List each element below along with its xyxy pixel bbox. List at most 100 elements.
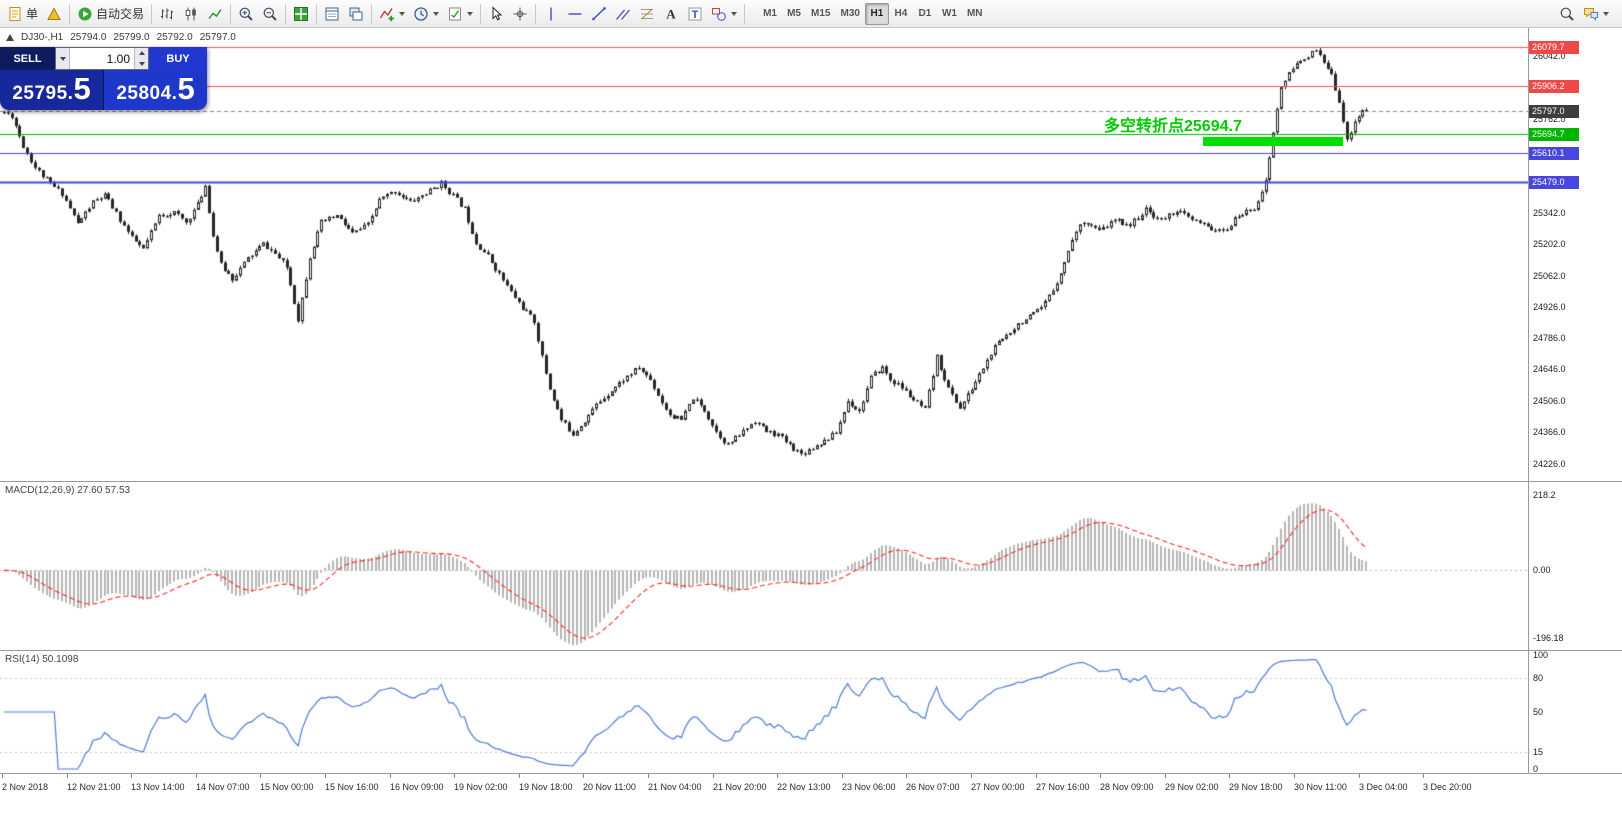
volume-dropdown-icon[interactable] bbox=[56, 48, 70, 69]
line-chart-icon bbox=[207, 6, 223, 22]
toolbar-separator bbox=[535, 3, 537, 24]
cascade-windows-icon bbox=[348, 6, 364, 22]
bar-chart-button[interactable] bbox=[155, 2, 179, 26]
main-toolbar: 单 自动交易 A T M1 M5 M15 M30 H1 H4 D1 W1 MN bbox=[0, 0, 1622, 28]
new-order-button[interactable]: 单 bbox=[3, 2, 42, 26]
volume-input[interactable] bbox=[70, 50, 134, 67]
time-label: 26 Nov 07:00 bbox=[906, 782, 960, 792]
indicators-button[interactable] bbox=[375, 2, 409, 26]
vertical-line-button[interactable] bbox=[539, 2, 563, 26]
volume-control bbox=[55, 47, 149, 70]
tile-windows-button[interactable] bbox=[289, 2, 313, 26]
toolbar-right bbox=[1555, 2, 1613, 26]
time-label: 13 Nov 14:00 bbox=[131, 782, 185, 792]
cascade-windows-button[interactable] bbox=[344, 2, 368, 26]
price-scale-label: 24506.0 bbox=[1533, 395, 1566, 406]
crosshair-button[interactable] bbox=[508, 2, 532, 26]
tile-windows-icon bbox=[293, 6, 309, 22]
indicators-icon bbox=[379, 6, 395, 22]
price-chart[interactable] bbox=[0, 28, 1528, 481]
timeframe-M15[interactable]: M15 bbox=[806, 3, 835, 25]
time-label: 27 Nov 16:00 bbox=[1036, 782, 1090, 792]
zoom-out-button[interactable] bbox=[258, 2, 282, 26]
pane-separator[interactable] bbox=[0, 650, 1622, 651]
svg-text:A: A bbox=[666, 6, 676, 21]
timeframe-D1[interactable]: D1 bbox=[913, 3, 937, 25]
one-click-trading-panel: SELL BUY 25795.5 25804.5 bbox=[0, 47, 207, 110]
buy-price-pip: 5 bbox=[177, 71, 195, 106]
toolbar-separator bbox=[744, 3, 746, 24]
equidistant-channel-icon bbox=[615, 6, 631, 22]
text-label-button[interactable]: T bbox=[683, 2, 707, 26]
timeframe-MN[interactable]: MN bbox=[962, 3, 988, 25]
symbol-period: DJ30-,H1 bbox=[21, 32, 64, 43]
price-scale-label: 25342.0 bbox=[1533, 208, 1566, 219]
price-scale-label: 25762.0 bbox=[1533, 113, 1566, 124]
timeframe-M5[interactable]: M5 bbox=[782, 3, 806, 25]
time-label: 27 Nov 00:00 bbox=[971, 782, 1025, 792]
price-scale-label: 24926.0 bbox=[1533, 301, 1566, 312]
chart-wizard-button[interactable] bbox=[42, 2, 66, 26]
equidistant-channel-button[interactable] bbox=[611, 2, 635, 26]
autotrading-icon bbox=[77, 6, 93, 22]
time-tick bbox=[713, 774, 714, 778]
chart-symbol-icon bbox=[6, 34, 14, 41]
line-chart-button[interactable] bbox=[203, 2, 227, 26]
timeframe-H1[interactable]: H1 bbox=[864, 2, 889, 25]
toolbar-separator bbox=[316, 3, 318, 24]
time-label: 30 Nov 11:00 bbox=[1294, 782, 1347, 792]
vertical-line-icon bbox=[543, 6, 559, 22]
time-label: 23 Nov 06:00 bbox=[842, 782, 896, 792]
autotrading-label: 自动交易 bbox=[96, 7, 145, 21]
time-tick bbox=[583, 774, 584, 778]
price-scale-label: 26042.0 bbox=[1533, 50, 1566, 61]
autotrading-button[interactable]: 自动交易 bbox=[73, 2, 148, 26]
sell-price-value: 25795. bbox=[12, 83, 74, 104]
search-button[interactable] bbox=[1555, 2, 1579, 26]
timeframe-M1[interactable]: M1 bbox=[758, 3, 782, 25]
rsi-scale-label: 15 bbox=[1533, 746, 1544, 757]
text-button[interactable]: A bbox=[659, 2, 683, 26]
text-label-icon: T bbox=[687, 6, 703, 22]
sell-price-button[interactable]: 25795. 5 bbox=[0, 70, 104, 110]
price-scale-label: 25202.0 bbox=[1533, 239, 1566, 250]
zoom-in-button[interactable] bbox=[234, 2, 258, 26]
new-chart-button[interactable] bbox=[320, 2, 344, 26]
trendline-button[interactable] bbox=[587, 2, 611, 26]
horizontal-line-button[interactable] bbox=[563, 2, 587, 26]
candlestick-chart-button[interactable] bbox=[179, 2, 203, 26]
new-order-label: 单 bbox=[26, 7, 39, 21]
timeframe-M30[interactable]: M30 bbox=[835, 3, 864, 25]
pivot-highlight-bar bbox=[1203, 137, 1343, 146]
time-tick bbox=[2, 774, 3, 778]
shapes-button[interactable] bbox=[707, 2, 741, 26]
rsi-label: RSI(14) 50.1098 bbox=[5, 654, 79, 665]
time-tick bbox=[777, 774, 778, 778]
templates-button[interactable] bbox=[443, 2, 477, 26]
timeframe-W1[interactable]: W1 bbox=[937, 3, 962, 25]
cursor-icon bbox=[488, 5, 504, 22]
pane-separator[interactable] bbox=[0, 773, 1622, 774]
cursor-button[interactable] bbox=[484, 2, 508, 26]
fibonacci-button[interactable] bbox=[635, 2, 659, 26]
time-tick bbox=[842, 774, 843, 778]
time-axis[interactable]: 2 Nov 2018 12 Nov 21:00 13 Nov 14:00 14 Nov… bbox=[0, 774, 1528, 823]
rsi-pane[interactable] bbox=[0, 651, 1528, 773]
buy-price-button[interactable]: 25804. 5 bbox=[104, 70, 207, 110]
horizontal-line-icon bbox=[567, 6, 583, 22]
fibonacci-icon bbox=[639, 6, 655, 22]
sell-button[interactable]: SELL bbox=[0, 47, 55, 70]
volume-up-icon[interactable] bbox=[135, 48, 148, 59]
macd-scale-label: 0.00 bbox=[1533, 565, 1551, 576]
time-tick bbox=[648, 774, 649, 778]
time-label: 15 Nov 00:00 bbox=[260, 782, 314, 792]
community-button[interactable] bbox=[1579, 2, 1613, 26]
volume-down-icon[interactable] bbox=[135, 58, 148, 69]
macd-scale-label: -196.18 bbox=[1533, 633, 1564, 644]
buy-button[interactable]: BUY bbox=[149, 47, 207, 70]
periods-button[interactable] bbox=[409, 2, 443, 26]
macd-pane[interactable] bbox=[0, 482, 1528, 650]
time-label: 16 Nov 09:00 bbox=[390, 782, 444, 792]
timeframe-H4[interactable]: H4 bbox=[889, 3, 913, 25]
pane-separator[interactable] bbox=[0, 481, 1622, 482]
